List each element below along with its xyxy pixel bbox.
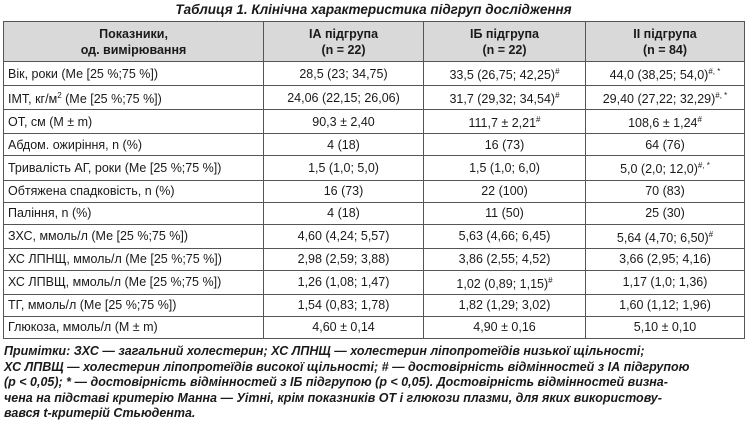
table-row: Обтяжена спадковість, n (%) 16 (73) 22 (10… bbox=[3, 179, 745, 203]
column-header: ІА підгрупа (n = 22) bbox=[263, 21, 424, 62]
cell-value: 22 (100) bbox=[423, 179, 586, 203]
cell-value: 1,26 (1,08; 1,47) bbox=[263, 269, 424, 295]
characteristics-table: Показники, од. вимірювання ІА підгрупа (n… bbox=[3, 21, 745, 339]
cell-value: 11 (50) bbox=[423, 201, 586, 225]
cell-value: 31,7 (29,32; 34,54)# bbox=[423, 85, 586, 111]
cell-value: 1,5 (1,0; 6,0) bbox=[423, 155, 586, 181]
cell-value: 33,5 (26,75; 42,25)# bbox=[423, 60, 586, 87]
cell-value: 1,82 (1,29; 3,02) bbox=[423, 293, 586, 317]
cell-value: 111,7 ± 2,21# bbox=[423, 109, 586, 135]
table-row: Абдом. ожиріння, n (%) 4 (18) 16 (73) 64 (7… bbox=[3, 133, 745, 157]
cell-value: 5,10 ± 0,10 bbox=[585, 315, 745, 339]
row-label: ЗХС, ммоль/л (Ме [25 %;75 %]) bbox=[3, 223, 264, 249]
table-row: Паління, n (%) 4 (18) 11 (50) 25 (30) bbox=[3, 201, 745, 225]
row-label: ОТ, см (M ± m) bbox=[3, 109, 264, 135]
row-label: Тривалість АГ, роки (Ме [25 %;75 %]) bbox=[3, 155, 264, 181]
row-label: Обтяжена спадковість, n (%) bbox=[3, 179, 264, 203]
cell-value: 28,5 (23; 34,75) bbox=[263, 60, 424, 87]
cell-value: 4 (18) bbox=[263, 133, 424, 157]
cell-value: 70 (83) bbox=[585, 179, 745, 203]
cell-value: 24,06 (22,15; 26,06) bbox=[263, 85, 424, 111]
table-row: ЗХС, ммоль/л (Ме [25 %;75 %]) 4,60 (4,24;… bbox=[3, 223, 745, 249]
cell-value: 2,98 (2,59; 3,88) bbox=[263, 247, 424, 271]
cell-value: 29,40 (27,22; 32,29)#, * bbox=[585, 85, 745, 111]
table-row: ТГ, ммоль/л (Ме [25 %;75 %]) 1,54 (0,83; … bbox=[3, 293, 745, 317]
cell-value: 4,60 ± 0,14 bbox=[263, 315, 424, 339]
cell-value: 4 (18) bbox=[263, 201, 424, 225]
cell-value: 25 (30) bbox=[585, 201, 745, 225]
cell-value: 1,60 (1,12; 1,96) bbox=[585, 293, 745, 317]
cell-value: 1,5 (1,0; 5,0) bbox=[263, 155, 424, 181]
table-row: ОТ, см (M ± m) 90,3 ± 2,40 111,7 ± 2,21# 10… bbox=[3, 109, 745, 135]
row-label: Вік, роки (Ме [25 %;75 %]) bbox=[3, 60, 264, 87]
cell-value: 5,63 (4,66; 6,45) bbox=[423, 223, 586, 249]
column-header: ІБ підгрупа (n = 22) bbox=[423, 21, 586, 62]
table-header-row: Показники, од. вимірювання ІА підгрупа (n… bbox=[3, 21, 745, 62]
table-notes: Примітки: ЗХС — загальний холестерин; ХС… bbox=[4, 344, 690, 421]
cell-value: 5,64 (4,70; 6,50)# bbox=[585, 223, 745, 249]
row-label: Абдом. ожиріння, n (%) bbox=[3, 133, 264, 157]
table-row: ХС ЛПВЩ, ммоль/л (Ме [25 %;75 %]) 1,26 (1… bbox=[3, 269, 745, 295]
row-label: ІМТ, кг/м2 (Ме [25 %;75 %]) bbox=[3, 85, 264, 111]
table-title: Таблиця 1. Клінічна характеристика підгр… bbox=[175, 2, 572, 17]
column-header: Показники, од. вимірювання bbox=[3, 21, 264, 62]
row-label: ХС ЛПНЩ, ммоль/л (Ме [25 %;75 %]) bbox=[3, 247, 264, 271]
column-header: ІІ підгрупа (n = 84) bbox=[585, 21, 745, 62]
row-label: ТГ, ммоль/л (Ме [25 %;75 %]) bbox=[3, 293, 264, 317]
table-row: Вік, роки (Ме [25 %;75 %]) 28,5 (23; 34,7… bbox=[3, 60, 745, 87]
cell-value: 44,0 (38,25; 54,0)#, * bbox=[585, 60, 745, 87]
cell-value: 16 (73) bbox=[423, 133, 586, 157]
table-row: ІМТ, кг/м2 (Ме [25 %;75 %]) 24,06 (22,15;… bbox=[3, 85, 745, 111]
cell-value: 3,86 (2,55; 4,52) bbox=[423, 247, 586, 271]
row-label: ХС ЛПВЩ, ммоль/л (Ме [25 %;75 %]) bbox=[3, 269, 264, 295]
row-label: Паління, n (%) bbox=[3, 201, 264, 225]
table-row: ХС ЛПНЩ, ммоль/л (Ме [25 %;75 %]) 2,98 (2… bbox=[3, 247, 745, 271]
cell-value: 3,66 (2,95; 4,16) bbox=[585, 247, 745, 271]
table-row: Тривалість АГ, роки (Ме [25 %;75 %]) 1,5 … bbox=[3, 155, 745, 181]
row-label: Глюкоза, ммоль/л (M ± m) bbox=[3, 315, 264, 339]
cell-value: 4,90 ± 0,16 bbox=[423, 315, 586, 339]
cell-value: 90,3 ± 2,40 bbox=[263, 109, 424, 135]
cell-value: 108,6 ± 1,24# bbox=[585, 109, 745, 135]
table-row: Глюкоза, ммоль/л (M ± m) 4,60 ± 0,14 4,90 … bbox=[3, 315, 745, 339]
cell-value: 16 (73) bbox=[263, 179, 424, 203]
cell-value: 1,17 (1,0; 1,36) bbox=[585, 269, 745, 295]
cell-value: 5,0 (2,0; 12,0)#, * bbox=[585, 155, 745, 181]
cell-value: 1,02 (0,89; 1,15)# bbox=[423, 269, 586, 295]
cell-value: 1,54 (0,83; 1,78) bbox=[263, 293, 424, 317]
cell-value: 4,60 (4,24; 5,57) bbox=[263, 223, 424, 249]
cell-value: 64 (76) bbox=[585, 133, 745, 157]
